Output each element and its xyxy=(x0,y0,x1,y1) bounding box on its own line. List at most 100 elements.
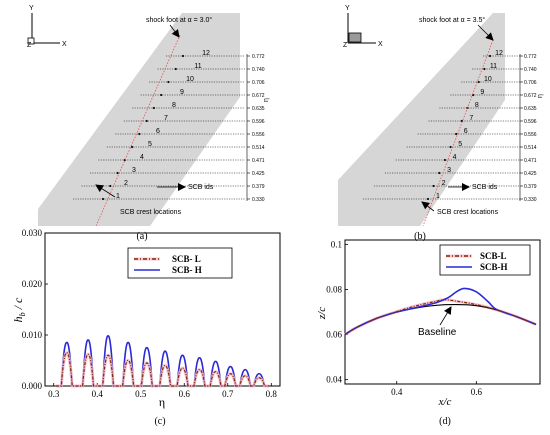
eta-value: 0.672 xyxy=(524,93,537,99)
axis-triad-b: Y X Z xyxy=(343,5,383,49)
crest-locations-label: SCB crest locations xyxy=(120,209,182,216)
crest-dot xyxy=(174,67,177,71)
eta-value: 0.672 xyxy=(252,93,265,99)
y-tick-label: 0.04 xyxy=(326,375,342,385)
scb-id: 5 xyxy=(458,141,462,148)
scb-id: 9 xyxy=(180,89,184,96)
eta-value-labels: 0.330 0.379 0.425 0.471 0.514 0.556 0.596 0.635… xyxy=(246,54,265,203)
crest-dot xyxy=(167,80,170,84)
panel-d: 0.4 0.6 0.04 0.06 0.08 0.1 SCB-L SCB-H Basel… xyxy=(316,239,541,427)
x-tick-label: 0.7 xyxy=(222,389,234,399)
x-axis-label: x/c xyxy=(438,396,452,408)
legend-scb-l: SCB- L xyxy=(172,254,201,264)
eta-value: 0.635 xyxy=(252,106,265,112)
crest-dot xyxy=(160,93,163,97)
crest-dot xyxy=(477,80,480,84)
scb-id: 4 xyxy=(453,154,457,161)
wing-surface xyxy=(338,13,505,226)
axis-z-label: Z xyxy=(27,42,32,49)
eta-value-labels: 0.330 0.379 0.425 0.471 0.514 0.556 0.596 0.635… xyxy=(519,54,537,203)
eta-value: 0.379 xyxy=(252,184,265,190)
svg-text:hb / c: hb / c xyxy=(11,297,27,322)
eta-value: 0.706 xyxy=(252,80,265,86)
scb-id: 6 xyxy=(156,128,160,135)
x-axis-label: η xyxy=(159,395,165,409)
x-ticks: 0.4 0.6 xyxy=(391,381,482,397)
legend-scb-l: SCB-L xyxy=(480,251,507,261)
scb-id: 10 xyxy=(484,76,492,83)
y-tick-label: 0.030 xyxy=(22,228,43,238)
eta-value: 0.425 xyxy=(252,171,265,177)
scb-id: 7 xyxy=(164,115,168,122)
wing-surface xyxy=(38,13,240,226)
scb-id: 2 xyxy=(442,180,446,187)
y-tick-label: 0.06 xyxy=(326,330,342,340)
scb-crest-dots xyxy=(426,54,492,201)
scb-id: 8 xyxy=(172,102,176,109)
x-tick-label: 0.6 xyxy=(471,387,483,397)
shock-foot-label: shock foot at α = 3.0° xyxy=(146,16,212,24)
x-tick-label: 0.3 xyxy=(48,389,60,399)
caption-d: (d) xyxy=(439,416,451,427)
x-tick-label: 0.5 xyxy=(135,389,147,399)
crest-dot xyxy=(130,145,134,149)
crest-dot xyxy=(483,67,486,71)
crest-dot xyxy=(109,184,112,188)
axis-y-label: Y xyxy=(345,5,350,12)
crest-dot xyxy=(426,197,430,201)
eta-value: 0.514 xyxy=(524,145,537,151)
scb-id: 6 xyxy=(464,128,468,135)
series xyxy=(55,335,270,388)
caption-b: (b) xyxy=(414,231,426,242)
shock-foot-label: shock foot at α = 3.5° xyxy=(419,16,485,24)
scb-id: 12 xyxy=(495,50,503,57)
legend-scb-h: SCB- H xyxy=(172,265,202,275)
eta-value: 0.330 xyxy=(252,197,265,203)
crest-dot xyxy=(116,171,119,175)
panel-c: 0.3 0.4 0.5 0.6 0.7 0.8 0.0000.0100.0200.030 … xyxy=(11,228,281,427)
scb-id: 5 xyxy=(148,141,152,148)
scb-id: 9 xyxy=(480,89,484,96)
y-axis-label: hb / c xyxy=(11,297,27,322)
series xyxy=(344,287,537,336)
crest-dot xyxy=(101,197,105,201)
series-scb-l xyxy=(344,298,537,336)
crest-dot xyxy=(152,106,156,110)
section-lines xyxy=(363,55,520,200)
eta-value: 0.596 xyxy=(524,119,537,125)
scb-id: 12 xyxy=(202,50,210,57)
series-scb-l xyxy=(55,352,270,387)
scb-id: 11 xyxy=(194,63,201,70)
y-ticks: 0.000 0.010 0.020 0.030 xyxy=(22,228,48,391)
x-tick-label: 0.4 xyxy=(391,387,403,397)
scb-id: 10 xyxy=(186,76,194,83)
scb-id: 11 xyxy=(490,63,497,70)
scb-id: 1 xyxy=(116,193,120,200)
eta-axis-label: η xyxy=(537,94,544,98)
y-tick-label: 0.010 xyxy=(22,330,43,340)
crest-dot xyxy=(145,119,148,123)
crest-dot xyxy=(449,145,452,149)
y-tick-label: 0.020 xyxy=(22,279,43,289)
scb-id: 3 xyxy=(447,167,451,174)
y-tick-label: 0.000 xyxy=(22,381,43,391)
plot-frame xyxy=(344,239,541,385)
eta-value: 0.772 xyxy=(252,54,265,60)
eta-value: 0.514 xyxy=(252,145,265,151)
eta-value: 0.596 xyxy=(252,119,265,125)
eta-value: 0.425 xyxy=(524,171,537,177)
scb-id: 1 xyxy=(436,193,440,200)
eta-value: 0.330 xyxy=(524,197,537,203)
crest-dot xyxy=(455,132,458,136)
series-scb-h xyxy=(55,335,270,387)
scb-id: 7 xyxy=(469,115,473,122)
scb-id: 3 xyxy=(132,167,136,174)
x-tick-label: 0.8 xyxy=(266,389,278,399)
caption-a: (a) xyxy=(136,231,147,242)
y-tick-label: 0.1 xyxy=(331,240,342,250)
x-tick-label: 0.6 xyxy=(179,389,191,399)
